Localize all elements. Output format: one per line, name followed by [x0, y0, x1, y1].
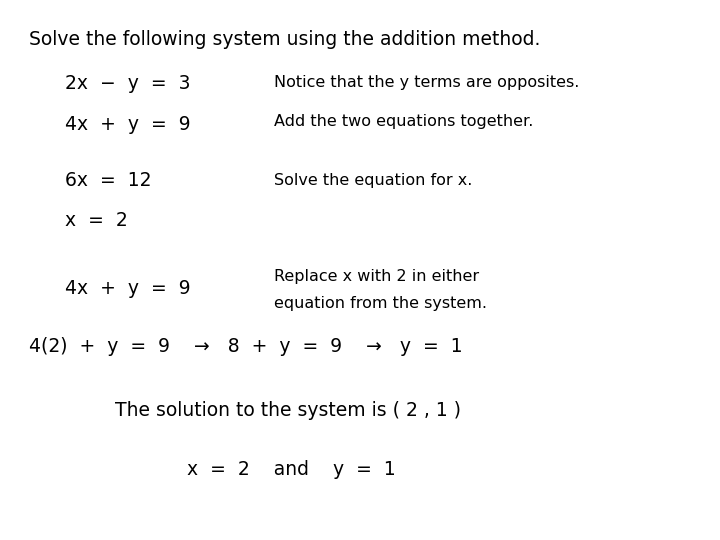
Text: 4x  +  y  =  9: 4x + y = 9 [65, 114, 190, 134]
Text: 4(2)  +  y  =  9    →   8  +  y  =  9    →   y  =  1: 4(2) + y = 9 → 8 + y = 9 → y = 1 [29, 337, 462, 356]
Text: The solution to the system is ( 2 , 1 ): The solution to the system is ( 2 , 1 ) [115, 401, 462, 420]
Text: 4x  +  y  =  9: 4x + y = 9 [65, 279, 190, 298]
Text: Solve the equation for x.: Solve the equation for x. [274, 173, 472, 188]
Text: x  =  2    and    y  =  1: x = 2 and y = 1 [187, 460, 396, 480]
Text: 2x  −  y  =  3: 2x − y = 3 [65, 74, 190, 93]
Text: Add the two equations together.: Add the two equations together. [274, 114, 533, 129]
Text: x  =  2: x = 2 [65, 211, 127, 230]
Text: Solve the following system using the addition method.: Solve the following system using the add… [29, 30, 540, 49]
Text: 6x  =  12: 6x = 12 [65, 171, 151, 191]
Text: Notice that the y terms are opposites.: Notice that the y terms are opposites. [274, 75, 579, 90]
Text: Replace x with 2 in either: Replace x with 2 in either [274, 269, 479, 284]
Text: equation from the system.: equation from the system. [274, 296, 487, 311]
